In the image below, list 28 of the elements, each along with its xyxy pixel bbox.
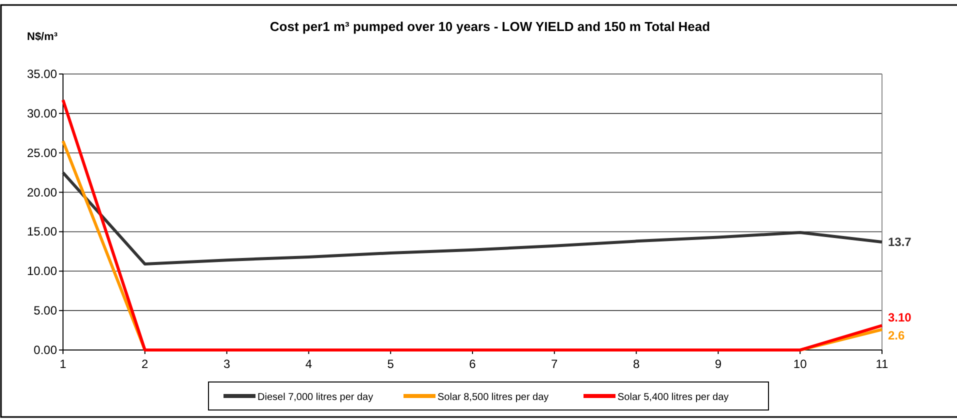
data-label: 3.10 [888, 310, 912, 325]
y-tick-label: 0.00 [34, 343, 58, 357]
x-tick-label: 1 [60, 357, 67, 371]
line-series [62, 171, 884, 266]
y-tick-label: 35.00 [26, 67, 58, 81]
y-tick-label: 15.00 [26, 224, 58, 239]
legend-label: Solar 8,500 litres per day [438, 392, 549, 403]
x-tick-label: 2 [142, 357, 149, 371]
x-tick-label: 8 [632, 357, 640, 371]
y-tick-label: 20.00 [26, 185, 58, 200]
chart-title: Cost per1 m³ pumped over 10 years - LOW YIELD and 150 m Total Head [270, 19, 710, 34]
x-tick-label: 4 [305, 357, 312, 371]
y-tick-label: 30.00 [26, 106, 58, 120]
data-label: 2.6 [888, 328, 906, 342]
y-tick-label: 5.00 [34, 304, 58, 318]
y-axis-title: N$/m³ [27, 31, 58, 43]
x-tick-label: 5 [387, 357, 394, 371]
y-tick-label: 25.00 [26, 146, 58, 160]
x-tick-label: 11 [876, 357, 889, 371]
data-label: 13.7 [888, 234, 912, 249]
y-tick-label: 10.00 [26, 264, 58, 278]
x-tick-label: 3 [223, 357, 230, 371]
legend-label: Solar 5,400 litres per day [618, 392, 729, 403]
legend-label: Diesel 7,000 litres per day [258, 392, 374, 403]
x-tick-label: 6 [469, 357, 476, 371]
x-tick-label: 9 [714, 357, 722, 371]
x-tick-label: 7 [551, 357, 558, 371]
x-tick-label: 10 [793, 357, 808, 371]
